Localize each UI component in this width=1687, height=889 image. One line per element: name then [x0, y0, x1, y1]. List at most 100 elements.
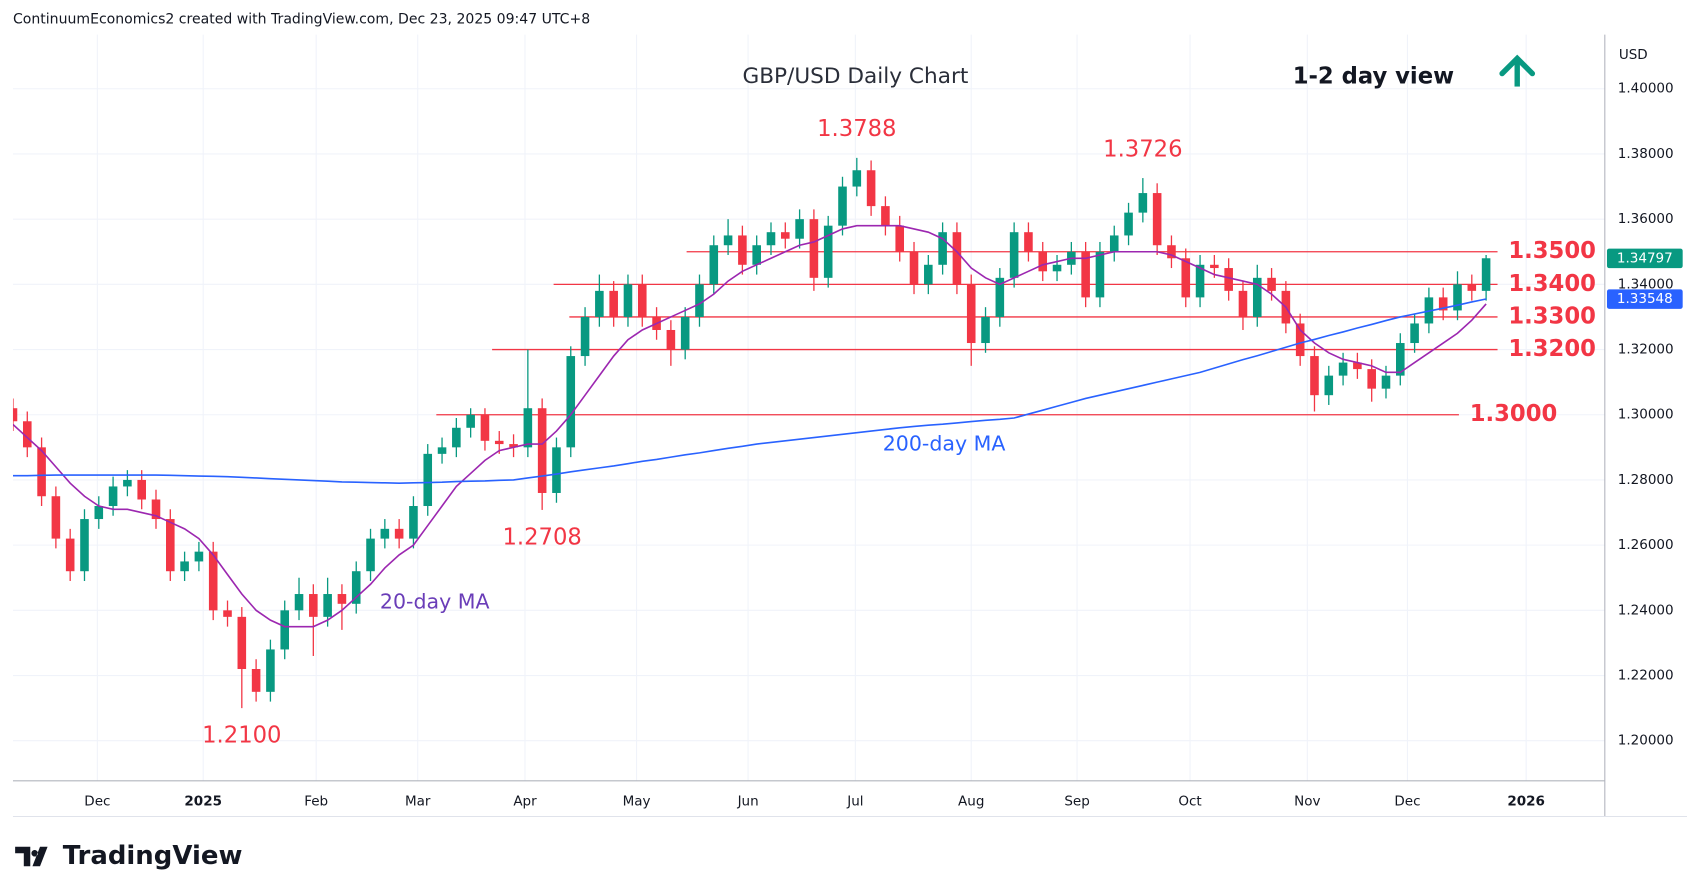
candle-body — [337, 594, 347, 604]
candle-body — [595, 290, 604, 317]
extreme-label: 1.2708 — [502, 525, 581, 551]
candle-body — [609, 290, 618, 317]
candle-body — [1267, 277, 1276, 291]
y-tick-label: 1.38000 — [1618, 146, 1674, 162]
candle-body — [781, 232, 790, 239]
candle-body — [1238, 290, 1248, 317]
candle-body — [566, 356, 576, 448]
candle-body — [480, 414, 490, 441]
plot-area — [12, 157, 1498, 709]
candle-body — [881, 206, 890, 226]
level-label: 1.3500 — [1508, 238, 1596, 264]
x-tick-label: Aug — [958, 793, 984, 809]
candle-body — [1124, 212, 1133, 236]
candle-body — [1167, 245, 1176, 259]
candle-body — [1210, 264, 1219, 269]
price-badge-label: 1.34797 — [1617, 250, 1673, 266]
candle-body — [394, 528, 404, 539]
x-tick-label: Mar — [405, 793, 431, 809]
view-note: 1-2 day view — [1293, 63, 1454, 89]
x-tick-label: Sep — [1064, 793, 1089, 809]
candle-body — [1467, 284, 1477, 291]
candle-body — [552, 447, 561, 493]
y-tick-label: 1.36000 — [1618, 211, 1674, 227]
y-tick-label: 1.34000 — [1618, 276, 1674, 292]
candle-body — [1353, 362, 1362, 370]
candle-body — [680, 316, 690, 350]
candle-body — [166, 519, 175, 572]
candle-body — [666, 329, 676, 350]
price-badge — [1606, 248, 1683, 269]
candle-body — [180, 561, 189, 572]
x-tick-label: Oct — [1178, 793, 1201, 809]
moving-average-label: 20-day MA — [380, 589, 490, 613]
x-tick-label: Apr — [513, 793, 537, 809]
candle-body — [380, 528, 390, 539]
candle-body — [1109, 235, 1119, 252]
candle-body — [437, 447, 447, 454]
x-tick-label: Nov — [1294, 793, 1320, 809]
candle-body — [12, 408, 18, 422]
y-tick-label: 1.32000 — [1618, 342, 1674, 358]
y-tick-label: 1.24000 — [1618, 602, 1674, 618]
candle-body — [1396, 343, 1405, 376]
candle-body — [1081, 251, 1090, 298]
candle-body — [452, 427, 461, 448]
candle-body — [966, 284, 976, 344]
candle-body — [94, 506, 104, 520]
candle-body — [1295, 323, 1305, 357]
candle-body — [909, 251, 919, 285]
candle-body — [623, 284, 633, 317]
candle-body — [938, 232, 947, 265]
candle-body — [1453, 284, 1462, 311]
y-tick-label: 1.40000 — [1618, 81, 1674, 97]
candle-body — [123, 479, 132, 487]
candle-body — [65, 538, 75, 572]
candle-body — [795, 219, 804, 239]
level-label: 1.3300 — [1508, 303, 1596, 329]
price-badge-label: 1.33548 — [1617, 291, 1673, 307]
candle-body — [1381, 375, 1391, 389]
candle-body — [251, 669, 261, 692]
candle-body — [194, 551, 204, 562]
up-arrow — [1499, 54, 1536, 87]
candle-body — [580, 316, 590, 357]
x-tick-label: Dec — [84, 793, 110, 809]
candle-body — [709, 245, 719, 285]
candle-body — [838, 186, 847, 226]
candle-body — [323, 594, 332, 617]
candle-body — [523, 408, 533, 448]
level-label: 1.3200 — [1508, 336, 1596, 362]
x-tick-label: 2026 — [1507, 793, 1545, 809]
candle-body — [466, 414, 475, 428]
candle-body — [924, 264, 933, 285]
y-tick-label: 1.30000 — [1618, 407, 1674, 423]
y-tick-label: 1.20000 — [1618, 733, 1674, 749]
candle-body — [1195, 264, 1205, 298]
candle-body — [280, 610, 290, 650]
y-tick-label: 1.28000 — [1618, 472, 1674, 488]
candle-body — [223, 610, 232, 617]
candle-body — [1438, 297, 1448, 311]
candle-body — [1481, 258, 1491, 291]
candle-body — [537, 408, 547, 493]
x-tick-label: Feb — [304, 793, 328, 809]
candle-body — [866, 170, 876, 207]
candle-body — [108, 486, 118, 507]
candle-body — [637, 284, 647, 317]
candle-body — [1324, 375, 1334, 396]
x-tick-label: Jun — [737, 793, 759, 809]
candle-body — [294, 594, 304, 611]
candle-body — [208, 551, 218, 611]
footer-brand: TradingView — [63, 841, 243, 871]
candle-body — [723, 235, 733, 246]
y-tick-label: 1.26000 — [1618, 537, 1674, 553]
candle-body — [22, 421, 32, 448]
candle-body — [409, 506, 418, 539]
level-label: 1.3000 — [1470, 401, 1558, 427]
candle-body — [151, 499, 161, 520]
footer-logo — [15, 846, 48, 867]
chart-title: GBP/USD Daily Chart — [742, 64, 968, 89]
candle-body — [1024, 232, 1033, 252]
